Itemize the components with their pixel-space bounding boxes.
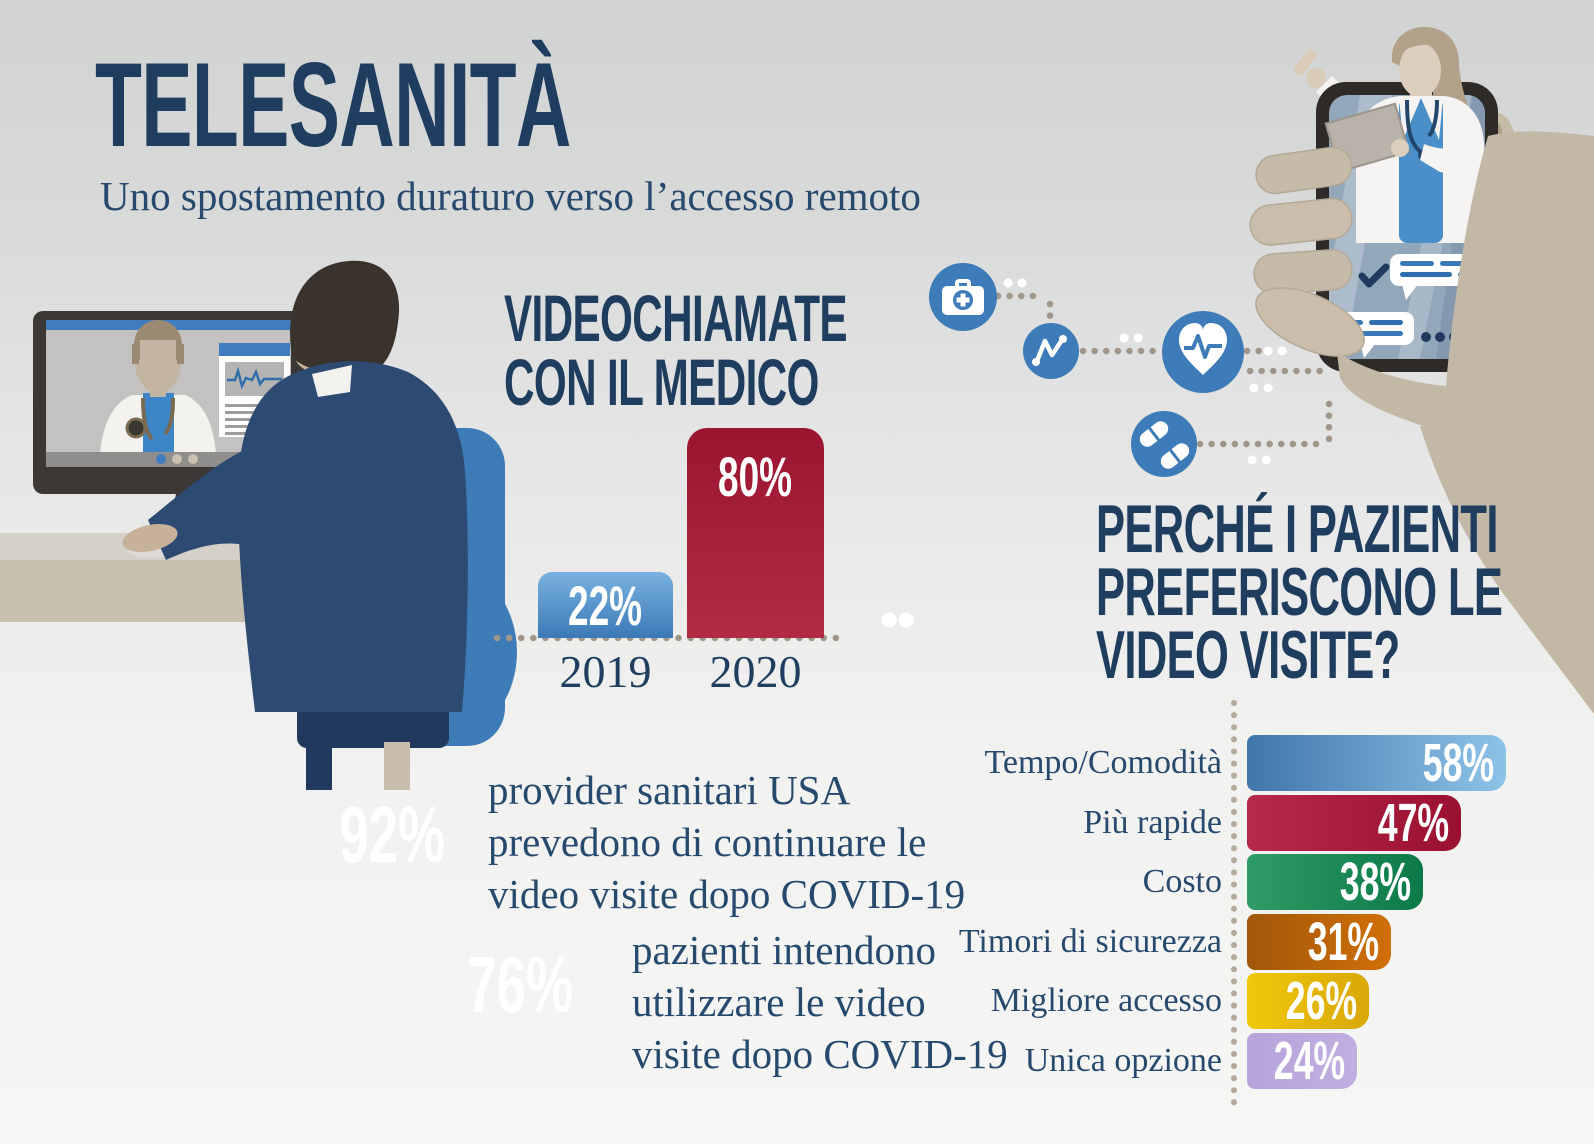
stat-text-76: pazienti intendono utilizzare le video v… (632, 927, 1008, 1077)
page-subtitle: Uno spostamento duraturo verso l’accesso… (100, 173, 921, 219)
pills-icon (1131, 411, 1197, 477)
patient-illustration (122, 260, 468, 712)
first-aid-kit-icon (929, 263, 997, 331)
patient-torso (238, 361, 468, 712)
reason-label-migliore-accesso: Migliore accesso (990, 982, 1222, 1019)
patient-arm (148, 440, 275, 560)
reason-label-unica-opzione: Unica opzione (1024, 1042, 1222, 1079)
reason-bar-unica-opzione: 24% (1247, 1031, 1357, 1091)
reason-label-costo: Costo (1142, 863, 1222, 900)
bar-2019-value: 22% (568, 573, 643, 637)
year-label-2019: 2019 (559, 646, 652, 697)
reason-bar-timori-di-sicurezza: 31% (1247, 912, 1391, 972)
reason-bar-migliore-accesso: 26% (1247, 971, 1369, 1031)
reasons-chart-title: PERCHÉ I PAZIENTI PREFERISCONO LE VIDEO … (1096, 491, 1503, 693)
stat-circle-76: 76% (467, 940, 573, 1029)
monitor-video-call-illustration (33, 311, 304, 533)
video-calls-chart-title: VIDEOCHIAMATE CON IL MEDICO (504, 281, 848, 419)
stat-circle-92: 92% (339, 790, 445, 879)
stat-text-92: provider sanitari USA prevedono di conti… (488, 767, 966, 917)
bar-2019: 22% (538, 572, 673, 638)
reason-label-tempo-comodita: Tempo/Comodità (984, 744, 1223, 781)
white-ellipsis-dots (1003, 278, 1301, 465)
patient-hair (290, 260, 400, 376)
smartphone-in-hand-illustration (1249, 26, 1594, 714)
checkmark-icon (1358, 263, 1390, 288)
heart-rate-icon (1162, 311, 1244, 393)
reason-bar-costo: 38% (1247, 852, 1423, 912)
reason-label-timori-di-sicurezza: Timori di sicurezza (958, 923, 1222, 960)
hand-fingers (1249, 146, 1365, 357)
ecg-line (227, 366, 282, 390)
doctor-in-phone (1324, 26, 1484, 243)
dotted-connectors (493, 292, 1333, 642)
reason-label-piu-rapide: Più rapide (1083, 804, 1222, 841)
hand-palm-arm (1337, 131, 1594, 714)
patient-collar (312, 365, 352, 397)
page-title: TELESANITÀ (95, 38, 571, 172)
doctor-on-screen (100, 320, 216, 453)
pulse-line-icon (1023, 323, 1079, 379)
reason-bar-tempo-comodita: 58% (1247, 733, 1506, 793)
bar-2020-value: 80% (718, 445, 793, 508)
bar-2020: 80% (687, 428, 824, 638)
reason-bar-piu-rapide: 47% (1247, 793, 1461, 853)
year-label-2020: 2020 (709, 646, 802, 697)
patient-hand (122, 524, 178, 552)
